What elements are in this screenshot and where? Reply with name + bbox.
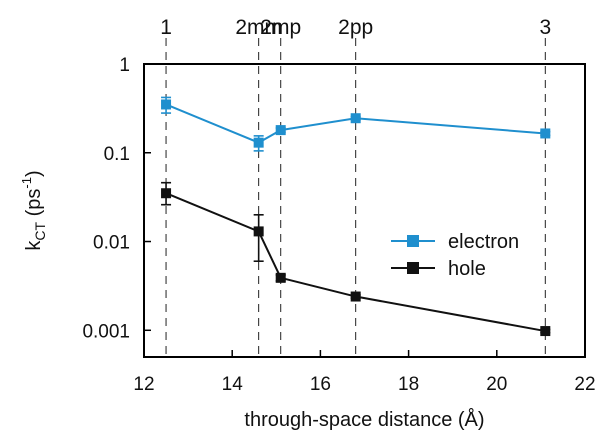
x-tick-label: 22: [574, 374, 595, 395]
x-tick-label: 20: [486, 374, 507, 395]
x-axis: 12 14 16 18 20 22: [133, 350, 596, 395]
series-layer: [161, 96, 551, 337]
data-point: [540, 128, 551, 139]
data-point: [350, 291, 361, 302]
data-point: [161, 188, 172, 199]
series-hole: [161, 181, 551, 337]
y-axis: 1 0.1 0.01 0.001: [82, 55, 151, 342]
x-tick-label: 18: [398, 374, 419, 395]
data-point: [275, 125, 286, 136]
top-label: 3: [539, 16, 551, 39]
y-label-base: k: [23, 240, 45, 251]
top-label: 2mp: [260, 16, 301, 39]
legend: electron hole: [391, 231, 519, 280]
top-label: 1: [160, 16, 172, 39]
data-point: [540, 326, 551, 337]
y-tick-label: 1: [119, 55, 130, 76]
legend-label: electron: [448, 231, 519, 253]
plot-frame: [143, 63, 586, 358]
legend-label: hole: [448, 258, 486, 280]
data-point: [253, 137, 264, 148]
y-label-unit-close: ): [23, 170, 45, 177]
series-electron: [161, 96, 551, 152]
y-label-sub: CT: [32, 222, 48, 241]
top-label: 2mm: [235, 16, 282, 39]
legend-item-electron: electron: [391, 231, 519, 253]
x-tick-label: 14: [222, 374, 244, 395]
data-point: [161, 99, 172, 110]
legend-marker: [407, 235, 419, 247]
y-tick-label: 0.001: [82, 321, 130, 342]
legend-marker: [407, 262, 419, 274]
x-axis-label: through-space distance (Å): [244, 408, 484, 431]
top-label: 2pp: [338, 16, 373, 39]
data-point: [275, 272, 286, 283]
y-tick-label: 0.01: [93, 233, 130, 254]
y-label-unit-open: (ps: [23, 189, 45, 222]
y-tick-label: 0.1: [104, 144, 130, 165]
guide-lines: [165, 38, 546, 357]
y-label-sup: -1: [19, 177, 34, 189]
x-tick-label: 16: [310, 374, 331, 395]
data-point: [350, 113, 361, 124]
legend-item-hole: hole: [391, 258, 486, 280]
data-point: [253, 226, 264, 237]
x-tick-label: 12: [133, 374, 154, 395]
y-axis-label: kCT (ps-1): [19, 170, 48, 250]
